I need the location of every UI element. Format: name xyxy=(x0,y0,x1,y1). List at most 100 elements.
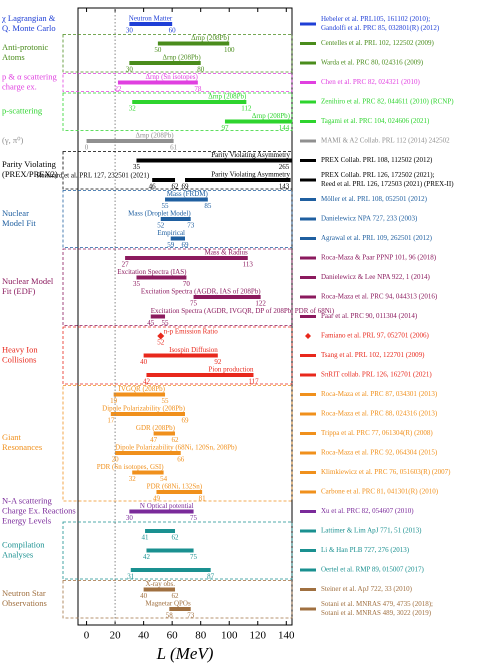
bar-label: Excitation Spectra (AGDR, IVGQR, DP of 2… xyxy=(151,307,335,315)
value-label: 50 xyxy=(154,46,162,54)
value-label: 92 xyxy=(214,358,222,366)
reference: Hebeler et al. PRL105, 161102 (2010); xyxy=(321,15,430,23)
group-box xyxy=(62,326,293,385)
reference: Paar et al. PRC 90, 011304 (2014) xyxy=(321,312,418,320)
range-bar xyxy=(117,80,198,85)
reference: Steiner et al. ApJ 722, 33 (2010) xyxy=(321,585,413,593)
group-label: (γ, π⁰) xyxy=(2,135,24,145)
x-tick-label: 0 xyxy=(84,630,90,642)
reference: Roca-Maza et al. PRC 87, 034301 (2013) xyxy=(321,390,438,398)
bar-label: n-p Emission Ratio xyxy=(164,328,219,336)
value-label: 117 xyxy=(248,378,259,386)
group-box xyxy=(62,151,293,190)
bar-label: Magnetar QPOs xyxy=(145,600,191,608)
reference: Tsang et al. PRL 102, 122701 (2009) xyxy=(321,351,425,359)
bar-label: Excitation Spectra (AGDR, IAS of 208Pb) xyxy=(141,288,261,296)
value-label: 61 xyxy=(170,144,178,152)
range-bar xyxy=(150,314,166,319)
value-label: 69 xyxy=(182,417,190,425)
bar-label: Δrnp (208Pb) xyxy=(191,34,230,42)
value-label: 73 xyxy=(187,612,195,620)
bar-label: Reinhard et al. PRL 127, 232501 (2021) xyxy=(37,172,150,180)
group-label: Giant xyxy=(2,432,22,442)
value-label: 85 xyxy=(204,202,212,210)
reference: Chen et al. PRC 82, 024321 (2010) xyxy=(321,78,420,86)
group-box xyxy=(62,73,293,92)
reference: PREX Collab. PRL 108, 112502 (2012) xyxy=(321,156,433,164)
value-label: 66 xyxy=(177,456,185,464)
group-label: Resonances xyxy=(2,442,42,452)
value-label: 0 xyxy=(85,144,89,152)
bar-label: PDR (68Ni, 132Sn) xyxy=(147,483,203,491)
value-label: 22 xyxy=(114,85,122,93)
group-box xyxy=(62,34,293,73)
value-label: 59 xyxy=(167,241,175,249)
bar-label: Dipole Polarizability (68Ni, 120Sn, 208P… xyxy=(115,444,237,452)
value-label: 19 xyxy=(110,397,118,405)
value-label: 62 xyxy=(172,592,180,600)
group-label: charge ex. xyxy=(2,81,37,91)
group-label: Model Fit xyxy=(2,218,36,228)
bar-label: Isospin Diffusion xyxy=(169,346,218,354)
group-box xyxy=(62,190,293,248)
reference: Xu et al. PRC 82, 054607 (2010) xyxy=(321,507,414,515)
bar-label: Parity Violating Asymmetry xyxy=(211,171,290,179)
reference: Warda et al. PRC 80, 024316 (2009) xyxy=(321,59,424,67)
value-label: 41 xyxy=(142,534,150,542)
value-label: 35 xyxy=(133,163,141,171)
reference: Reed et al. PRL 126, 172503 (2021) (PREX… xyxy=(321,180,454,188)
reference: Zenihiro et al. PRC 82, 044611 (2010) (R… xyxy=(321,98,454,106)
range-bar xyxy=(145,529,176,533)
group-label: Parity Violating xyxy=(2,159,57,169)
reference: Centelles et al. PRL 102, 122502 (2009) xyxy=(321,39,435,47)
value-label: 75 xyxy=(190,514,198,522)
bar-label: PDR (Sn isotopes, GSI) xyxy=(97,463,165,471)
value-label: 40 xyxy=(140,592,148,600)
value-label: 75 xyxy=(190,553,198,561)
value-label: 20 xyxy=(112,456,120,464)
value-label: 55 xyxy=(162,319,170,327)
range-bar xyxy=(170,236,185,241)
bar-label: IVGQR (208Pb) xyxy=(119,385,166,393)
reference: Carbone et al. PRC 81, 041301(R) (2010) xyxy=(321,488,439,496)
bar-label: Δrnp (208Pb) xyxy=(252,112,291,120)
group-label: Energy Levels xyxy=(2,515,51,525)
value-label: 30 xyxy=(126,66,134,74)
bar-label: Mass & Radius xyxy=(205,249,248,257)
value-label: 42 xyxy=(143,553,151,561)
range-bar xyxy=(157,41,230,46)
bar-label: Δrnp (208Pb) xyxy=(208,93,247,101)
bar-label: Δrnp (Sn isotopes) xyxy=(145,73,198,81)
value-label: 87 xyxy=(207,573,215,581)
value-label: 81 xyxy=(199,495,207,503)
group-label: Q. Monte Carlo xyxy=(2,23,56,33)
reference: Klimkiewicz et al. PRC 76, 051603(R) (20… xyxy=(321,468,451,476)
group-label: Nuclear Model xyxy=(2,276,54,286)
range-bar xyxy=(143,353,218,358)
group-label: (PREX/PREX2) xyxy=(2,169,58,179)
x-tick-label: 140 xyxy=(278,630,295,642)
x-tick-label: 100 xyxy=(221,630,238,642)
reference: PREX Collab. PRL 126, 172502 (2021); xyxy=(321,171,435,179)
bar-label: GDR (208Pb) xyxy=(136,424,176,432)
value-label: 31 xyxy=(127,573,135,581)
reference: Li & Han PLB 727, 276 (2013) xyxy=(321,546,410,554)
group-label: Heavy Ion xyxy=(2,344,38,354)
bar-label: Excitation Spectra (IAS) xyxy=(117,268,187,276)
reference: Sotani et al. MNRAS 489, 3022 (2019) xyxy=(321,609,432,617)
group-label: Atoms xyxy=(2,52,25,62)
value-label: 52 xyxy=(157,222,165,230)
bar-label: Δrnp (208Pb) xyxy=(163,54,202,62)
value-label: 30 xyxy=(126,514,134,522)
range-bar xyxy=(136,158,292,163)
group-label: Observations xyxy=(2,598,47,608)
range-bar xyxy=(165,197,208,202)
range-bar xyxy=(129,509,194,514)
range-bar xyxy=(132,100,247,104)
reference: Roca-Maza et al. PRC 92, 064304 (2015) xyxy=(321,449,438,457)
group-label: N-A scattering xyxy=(2,495,53,505)
range-bar xyxy=(193,295,261,299)
range-bar xyxy=(146,548,194,553)
group-box xyxy=(62,92,293,131)
